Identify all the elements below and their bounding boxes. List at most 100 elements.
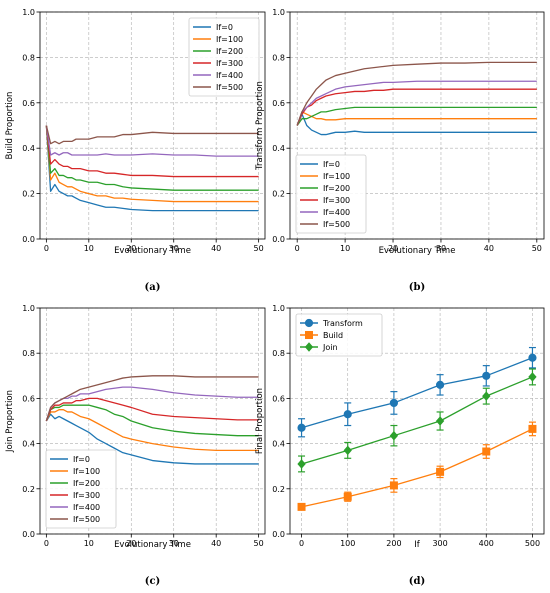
- legend-label-Build: Build: [323, 331, 343, 340]
- data-point-Build: [343, 492, 352, 501]
- chart-panel-3: 0 10 20 30 40 50 0.0 0.2 0.4 0.6 0.8 1.0 Evolutionar…: [5, 304, 266, 587]
- y-tick-label: 0.0: [22, 530, 35, 539]
- data-point-Transform: [389, 398, 399, 408]
- y-tick-label: 0.4: [272, 144, 285, 153]
- legend-label-Join: Join: [322, 343, 338, 352]
- x-tick-label: 20: [388, 244, 398, 253]
- legend-label-If=200: If=200: [216, 47, 243, 56]
- legend-label-If=500: If=500: [323, 220, 350, 229]
- series-line-Join: [301, 376, 533, 465]
- y-tick-label: 0.6: [272, 99, 285, 108]
- x-tick-label: 400: [479, 539, 494, 548]
- series-group: [297, 346, 537, 511]
- x-tick-label: 10: [340, 244, 350, 253]
- legend-label-If=500: If=500: [73, 515, 100, 524]
- y-axis-label: Final Proportion: [255, 388, 265, 454]
- legend-label-If=300: If=300: [73, 491, 100, 500]
- y-tick-label: 0.6: [272, 394, 285, 403]
- y-tick-label: 1.0: [22, 8, 35, 17]
- x-tick-label: 0: [295, 244, 300, 253]
- y-tick-label: 1.0: [272, 8, 285, 17]
- series-line-If=200: [45, 125, 259, 191]
- legend: If=0 If=100 If=200 If=300 If=400 If=500: [295, 154, 367, 234]
- data-point-Join: [482, 391, 491, 401]
- legend: Transform Build Join: [295, 313, 383, 357]
- data-point-Build: [389, 481, 398, 490]
- x-tick-label: 30: [436, 244, 446, 253]
- series-line-If=300: [296, 88, 537, 126]
- legend-box: [45, 449, 117, 529]
- legend: If=0 If=100 If=200 If=300 If=400 If=500: [188, 17, 260, 97]
- x-tick-label: 50: [254, 539, 264, 548]
- legend-label-If=0: If=0: [216, 23, 233, 32]
- x-tick-label: 0: [44, 539, 49, 548]
- series-line-If=0: [296, 113, 537, 136]
- series-line-If=400: [45, 125, 259, 157]
- y-tick-label: 0.0: [272, 530, 285, 539]
- y-tick-label: 0.8: [22, 349, 35, 358]
- x-axis-label: Evolutionary Time: [114, 246, 191, 256]
- series-line-If=100: [296, 111, 537, 126]
- series-line-If=500: [45, 125, 259, 145]
- legend-label-If=300: If=300: [323, 196, 350, 205]
- plot-frame: [289, 11, 545, 240]
- series-line-If=0: [45, 413, 259, 465]
- legend: If=0 If=100 If=200 If=300 If=400 If=500: [45, 449, 117, 529]
- data-point-Transform: [343, 410, 352, 419]
- y-tick-label: 0.6: [22, 99, 35, 108]
- x-tick-label: 200: [386, 539, 401, 548]
- y-axis-label: Build Proportion: [5, 92, 15, 160]
- x-tick-label: 300: [432, 539, 447, 548]
- x-tick-label: 40: [211, 244, 221, 253]
- x-tick-label: 100: [340, 539, 355, 548]
- data-point-Build: [436, 467, 445, 476]
- y-tick-label: 1.0: [272, 304, 285, 313]
- legend-label-If=500: If=500: [216, 83, 243, 92]
- y-axis-label: Transform Proportion: [255, 81, 265, 171]
- plot-frame: [39, 11, 266, 240]
- legend-label-If=100: If=100: [73, 467, 100, 476]
- y-tick-label: 0.2: [272, 485, 285, 494]
- y-tick-label: 0.0: [22, 235, 35, 244]
- x-tick-label: 40: [211, 539, 221, 548]
- legend-label-Transform: Transform: [322, 319, 363, 328]
- chart-panel-1: 0 10 20 30 40 50 0.0 0.2 0.4 0.6 0.8 1.0 Evolutionar…: [5, 8, 266, 293]
- y-axis-label: Join Proportion: [5, 390, 15, 453]
- series-group: [45, 375, 259, 465]
- series-group: [296, 61, 537, 136]
- legend-label-If=400: If=400: [73, 503, 100, 512]
- data-point-Transform: [435, 380, 445, 389]
- data-point-Join: [528, 372, 537, 382]
- data-point-Join: [435, 416, 445, 426]
- legend-label-If=300: If=300: [216, 59, 243, 68]
- chart-panel-4: 0 100 200 300 400 500 0.0 0.2 0.4 0.6 0.8 1.0 If Fina…: [255, 304, 545, 587]
- series-line-Transform: [301, 357, 533, 429]
- data-point-Build: [482, 447, 491, 456]
- panel-label: (a): [145, 282, 161, 293]
- y-tick-label: 0.8: [272, 53, 285, 62]
- panel-label: (d): [409, 576, 425, 587]
- legend-label-If=100: If=100: [216, 35, 243, 44]
- data-point-Build: [528, 424, 537, 433]
- x-axis-label: If: [414, 540, 421, 550]
- x-tick-label: 30: [169, 539, 179, 548]
- series-line-If=500: [296, 61, 537, 126]
- y-tick-label: 0.2: [22, 485, 35, 494]
- panel-label: (c): [145, 576, 161, 587]
- y-tick-label: 0.8: [272, 349, 285, 358]
- y-tick-label: 0.2: [22, 190, 35, 199]
- y-tick-label: 0.4: [22, 144, 35, 153]
- x-tick-label: 30: [169, 244, 179, 253]
- x-tick-label: 20: [126, 539, 136, 548]
- series-line-If=300: [45, 125, 259, 178]
- y-tick-label: 0.8: [22, 53, 35, 62]
- x-tick-label: 40: [484, 244, 494, 253]
- y-tick-label: 0.0: [272, 235, 285, 244]
- panel-label: (b): [409, 282, 425, 293]
- legend-label-If=400: If=400: [323, 208, 350, 217]
- series-line-If=100: [45, 125, 259, 203]
- x-axis-label: Evolutionary Time: [114, 540, 191, 550]
- legend-label-If=100: If=100: [323, 172, 350, 181]
- legend-label-If=0: If=0: [73, 455, 90, 464]
